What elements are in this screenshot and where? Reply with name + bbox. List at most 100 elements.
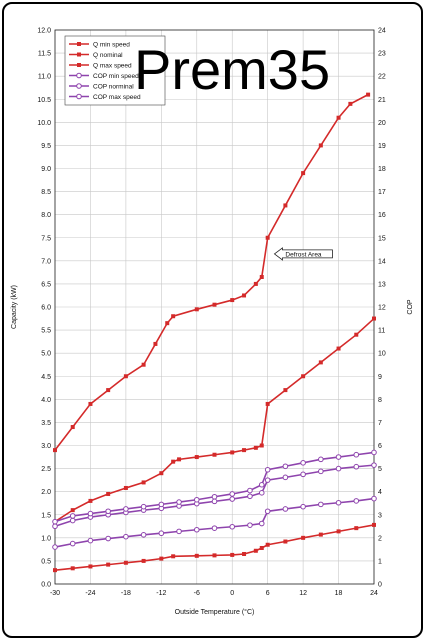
data-point bbox=[212, 553, 217, 558]
data-point bbox=[264, 508, 271, 515]
data-point bbox=[230, 450, 235, 455]
data-point bbox=[301, 535, 306, 540]
data-point bbox=[371, 462, 377, 468]
data-point bbox=[259, 274, 264, 279]
legend-label: COP max speed bbox=[93, 94, 141, 101]
legend-entry: Q nominal bbox=[69, 52, 123, 59]
legend-label: COP min speed bbox=[93, 73, 139, 80]
legend-box bbox=[64, 35, 166, 106]
data-point bbox=[335, 499, 342, 506]
data-point bbox=[70, 425, 75, 430]
legend-entry: COP min speed bbox=[69, 72, 139, 80]
legend-marker bbox=[77, 52, 81, 57]
x-tick-label: -24 bbox=[85, 590, 95, 597]
x-tick-label: -12 bbox=[156, 590, 166, 597]
data-point bbox=[318, 468, 324, 475]
data-point bbox=[171, 314, 176, 319]
data-point bbox=[87, 537, 94, 544]
data-point bbox=[106, 491, 111, 496]
legend-label: Q min speed bbox=[93, 41, 130, 48]
data-point bbox=[371, 449, 377, 456]
y-tick-label: 3.5 bbox=[41, 420, 51, 427]
data-point bbox=[353, 463, 360, 470]
data-point bbox=[140, 532, 147, 538]
data-point bbox=[193, 526, 200, 533]
series-line bbox=[54, 464, 375, 528]
data-point bbox=[283, 203, 288, 208]
data-point bbox=[258, 481, 265, 488]
data-point bbox=[69, 513, 76, 519]
data-point bbox=[53, 568, 57, 573]
data-point bbox=[69, 540, 76, 547]
data-point bbox=[318, 143, 323, 148]
data-point bbox=[353, 498, 360, 504]
y2-axis-label: COP bbox=[407, 299, 414, 315]
y-axis-label: Capacity (kW) bbox=[11, 285, 18, 329]
legend-marker bbox=[76, 72, 82, 79]
watermark-text: Prem35 bbox=[134, 38, 331, 101]
legend-marker bbox=[76, 93, 82, 100]
data-point bbox=[211, 493, 218, 500]
y-tick-label: 6.5 bbox=[41, 281, 51, 288]
data-point bbox=[52, 544, 58, 550]
data-point bbox=[300, 471, 306, 478]
y2-tick-label: 11 bbox=[378, 328, 385, 335]
data-point bbox=[105, 535, 111, 542]
data-point bbox=[372, 522, 376, 527]
y2-tick-label: 21 bbox=[378, 97, 386, 104]
data-point bbox=[259, 443, 264, 448]
data-point bbox=[88, 564, 93, 569]
defrost-area-callout bbox=[273, 247, 333, 261]
x-tick-label: 24 bbox=[370, 590, 378, 597]
data-point bbox=[211, 498, 218, 505]
y2-tick-label: 12 bbox=[378, 305, 386, 312]
y2-tick-label: 14 bbox=[378, 258, 386, 265]
y2-tick-label: 22 bbox=[378, 74, 386, 81]
y2-tick-label: 20 bbox=[378, 120, 386, 127]
y2-tick-label: 13 bbox=[378, 281, 386, 288]
series-line bbox=[54, 317, 375, 523]
x-axis-label: Outside Temperature (°C) bbox=[175, 608, 255, 616]
legend-label: Q nominal bbox=[93, 52, 123, 59]
data-point bbox=[318, 501, 324, 508]
legend-label: Q max speed bbox=[93, 62, 132, 69]
data-point bbox=[283, 539, 288, 544]
y-tick-label: 10.5 bbox=[37, 97, 51, 104]
data-point bbox=[265, 235, 270, 240]
y-tick-label: 0.0 bbox=[41, 582, 51, 589]
y-tick-label: 0.5 bbox=[41, 558, 51, 565]
data-point bbox=[318, 456, 324, 463]
y2-tick-label: 24 bbox=[378, 28, 386, 35]
series-q-max-speed bbox=[53, 92, 371, 453]
y2-tick-label: 8 bbox=[378, 397, 382, 404]
chart-svg: 0.0 0.5 1.0 1.5 2.0 2.5 3.0 3.5 4.0 4.5 5.0 5.5 6.0 6… bbox=[11, 28, 414, 617]
x-tick-label: -18 bbox=[121, 590, 131, 597]
legend-marker bbox=[77, 63, 81, 67]
data-point bbox=[336, 346, 341, 351]
data-point bbox=[212, 302, 217, 307]
data-point bbox=[229, 523, 236, 530]
data-point bbox=[212, 452, 217, 457]
data-point bbox=[158, 501, 165, 508]
y2-tick-label: 4 bbox=[378, 489, 382, 496]
y-tick-label: 9.0 bbox=[41, 166, 51, 173]
y2-tick-label: 9 bbox=[378, 374, 382, 381]
legend-entry: COP max speed bbox=[69, 93, 141, 101]
x-tick-label: -30 bbox=[50, 590, 60, 597]
data-point bbox=[335, 454, 342, 460]
y-tick-label: 7.5 bbox=[41, 235, 51, 242]
defrost-area-label: Defrost Area bbox=[285, 251, 322, 258]
data-point bbox=[247, 487, 253, 494]
data-point bbox=[171, 554, 176, 559]
series-cop-max-speed bbox=[52, 449, 377, 525]
data-point bbox=[194, 553, 199, 558]
data-point bbox=[105, 508, 111, 515]
data-point bbox=[193, 496, 200, 503]
y-tick-label: 4.5 bbox=[41, 374, 51, 381]
data-point bbox=[353, 451, 360, 458]
data-point bbox=[372, 316, 376, 321]
data-point bbox=[177, 457, 182, 462]
y2-tick-label: 23 bbox=[378, 51, 386, 58]
data-point bbox=[106, 388, 111, 393]
